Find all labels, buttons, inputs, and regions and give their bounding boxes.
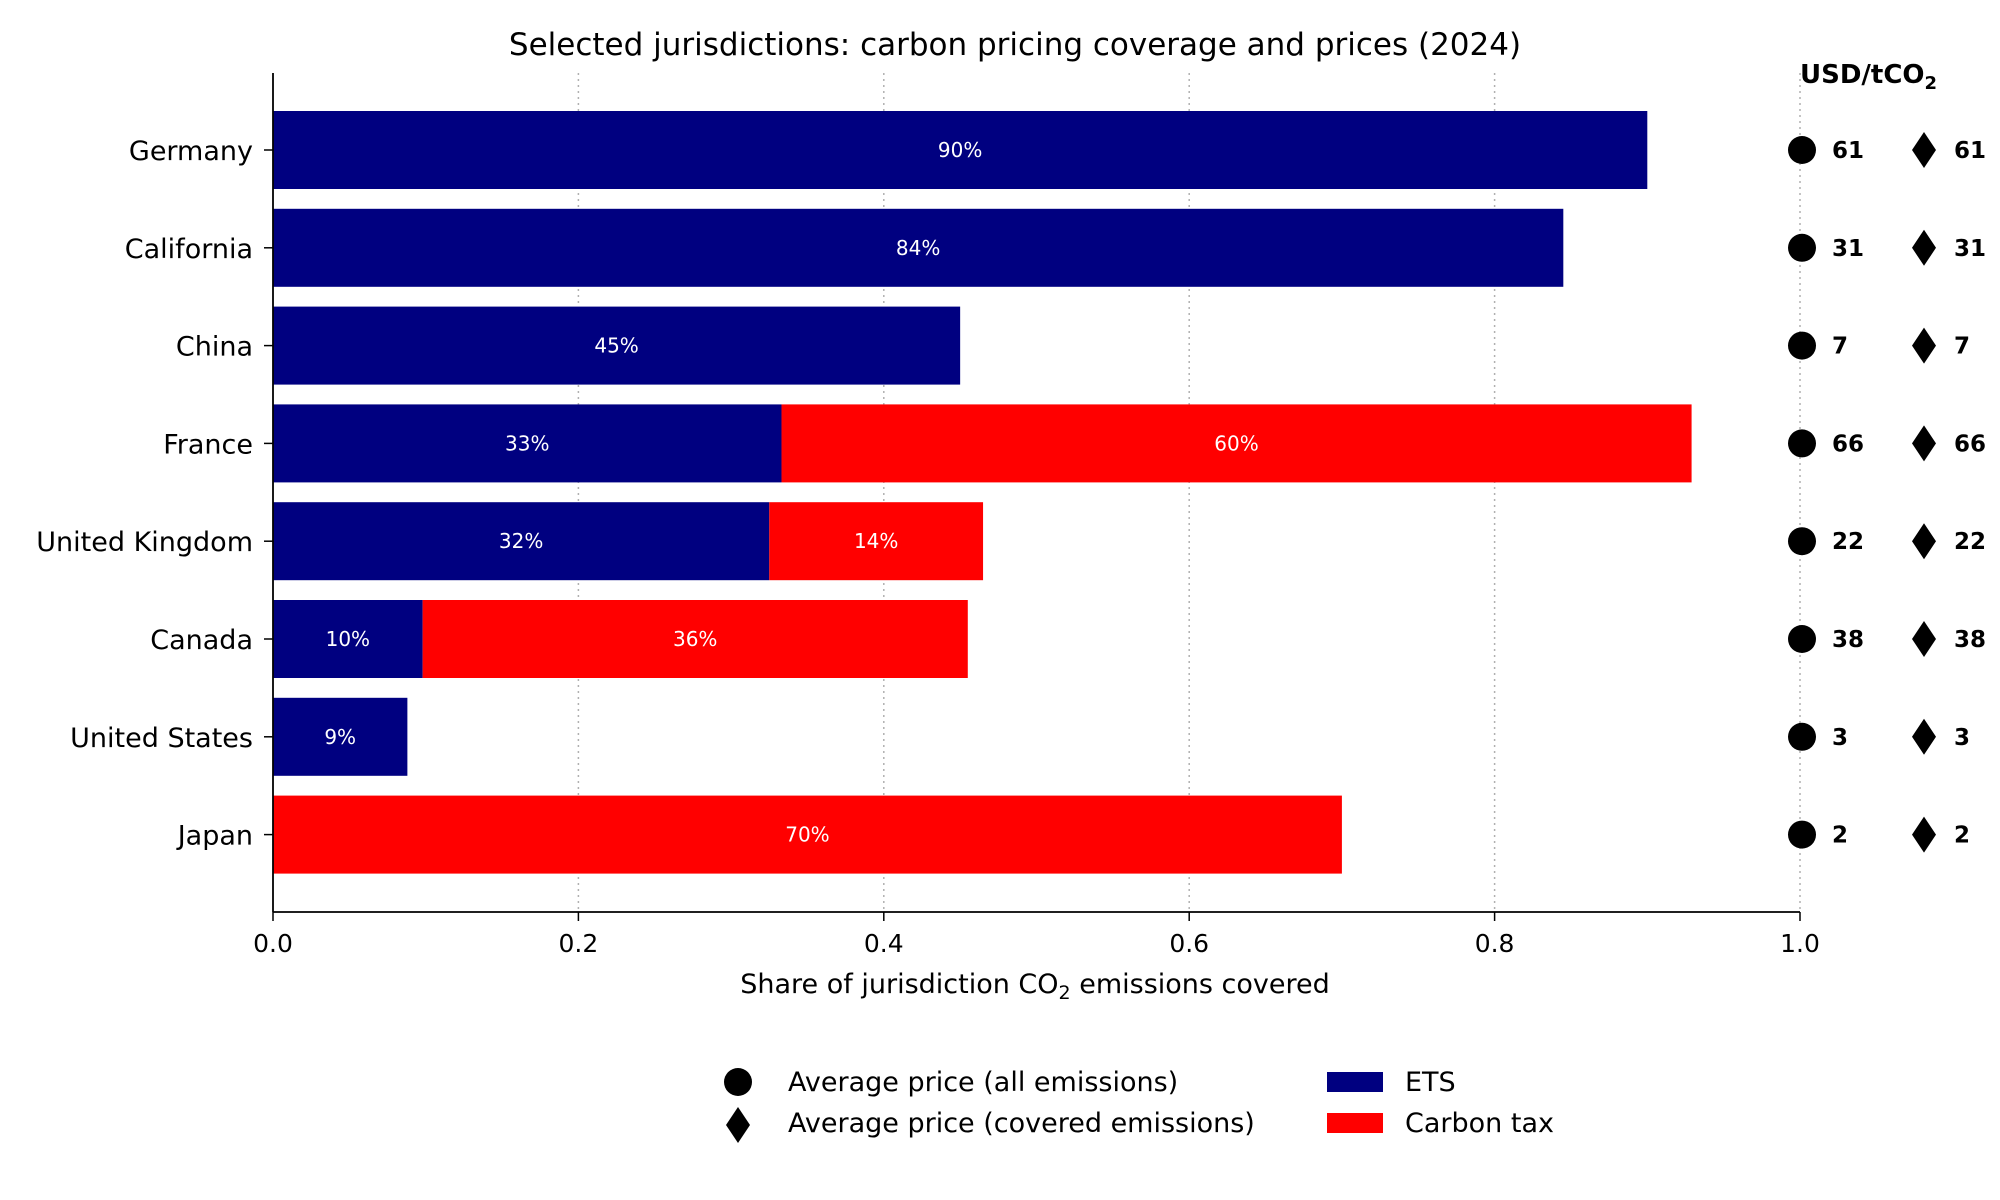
y-tick-label: United States [70, 723, 253, 754]
legend-label-ets: ETS [1405, 1067, 1456, 1098]
price-all-value: 61 [1832, 138, 1864, 164]
legend: Average price (all emissions) Average pr… [724, 1067, 1554, 1143]
bar-ets [273, 306, 961, 385]
bar-value-label: 10% [326, 627, 370, 651]
bar-value-labels: 90% 84% 45% 33% 60% 32% 14% 10% 36% 9% 70% [324, 138, 1258, 847]
price-covered-marker [1912, 425, 1936, 462]
bar-carbon-tax [422, 600, 968, 678]
bar-value-label: 32% [499, 529, 543, 553]
bar-carbon-tax [273, 795, 1342, 874]
bar-value-label: 14% [854, 529, 898, 553]
y-tick-label: China [176, 332, 253, 363]
axes [272, 73, 1800, 913]
legend-diamond-marker [726, 1107, 750, 1143]
price-covered-marker [1912, 816, 1936, 853]
bar-group [273, 111, 1692, 874]
y-tick-label: Canada [150, 625, 253, 656]
legend-tax-swatch [1327, 1113, 1383, 1133]
bar-carbon-tax [781, 404, 1692, 483]
price-covered-value: 7 [1954, 334, 1970, 360]
price-covered-marker [1912, 621, 1936, 657]
price-all-value: 31 [1832, 236, 1864, 262]
y-tick-label: Germany [129, 136, 253, 167]
bar-value-label: 36% [673, 627, 717, 651]
price-covered-marker [1912, 523, 1936, 560]
price-all-marker [1788, 722, 1816, 751]
x-tick-label: 0.0 [253, 929, 293, 958]
bar-ets [273, 600, 423, 678]
bar-ets [273, 502, 770, 581]
price-covered-marker [1912, 327, 1936, 364]
price-all-value: 3 [1832, 725, 1848, 751]
price-all-value: 66 [1832, 431, 1864, 457]
bar-value-label: 84% [896, 236, 940, 260]
price-unit-header: USD/tCO2 [1800, 60, 1937, 94]
bar-value-label: 45% [594, 334, 638, 358]
bar-ets [273, 111, 1648, 189]
price-all-marker [1788, 331, 1816, 360]
y-tick-label: Japan [176, 821, 253, 852]
price-covered-value: 66 [1954, 431, 1986, 457]
legend-label-average-all: Average price (all emissions) [788, 1067, 1178, 1098]
y-axis-labels: Germany California China France United Kingd… [36, 136, 273, 852]
price-all-value: 22 [1832, 529, 1864, 555]
price-all-marker [1788, 527, 1816, 556]
price-covered-value: 61 [1954, 138, 1986, 164]
price-covered-value: 22 [1954, 529, 1986, 555]
bar-ets [273, 697, 408, 776]
x-tick-label: 0.2 [559, 929, 599, 958]
price-covered-value: 3 [1954, 725, 1970, 751]
legend-label-carbon-tax: Carbon tax [1405, 1108, 1554, 1139]
y-tick-label: California [125, 234, 253, 265]
price-covered-marker [1912, 229, 1936, 266]
bar-value-label: 33% [505, 431, 549, 455]
price-all-marker [1788, 625, 1816, 653]
x-axis-label: Share of jurisdiction CO2 emissions cove… [740, 969, 1330, 1004]
legend-circle-marker [724, 1068, 752, 1096]
x-gridlines [577, 73, 1801, 912]
bar-value-label: 60% [1214, 431, 1258, 455]
price-covered-value: 2 [1954, 823, 1970, 849]
x-tick-label: 1.0 [1780, 929, 1820, 958]
legend-ets-swatch [1327, 1072, 1383, 1092]
chart-title: Selected jurisdictions: carbon pricing c… [509, 27, 1521, 63]
x-tick-label: 0.4 [864, 929, 904, 958]
price-covered-value: 38 [1954, 627, 1986, 653]
price-all-marker [1788, 233, 1816, 262]
bar-value-label: 90% [938, 138, 982, 162]
price-covered-marker [1912, 718, 1936, 755]
price-all-value: 7 [1832, 334, 1848, 360]
x-tick-label: 0.6 [1169, 929, 1209, 958]
y-tick-label: United Kingdom [36, 527, 253, 558]
price-all-marker [1788, 429, 1816, 458]
bar-value-label: 70% [785, 823, 829, 847]
bar-ets [273, 404, 782, 483]
bar-value-label: 9% [324, 725, 356, 749]
price-all-marker [1788, 820, 1816, 849]
x-axis-ticks: 0.0 0.2 0.4 0.6 0.8 1.0 [253, 912, 1820, 958]
x-tick-label: 0.8 [1475, 929, 1515, 958]
price-covered-value: 31 [1954, 236, 1986, 262]
y-tick-label: France [163, 429, 253, 460]
bar-carbon-tax [769, 502, 984, 581]
price-all-marker [1788, 136, 1816, 164]
price-covered-marker [1912, 132, 1936, 168]
price-all-value: 2 [1832, 823, 1848, 849]
bar-ets [273, 208, 1564, 287]
price-all-value: 38 [1832, 627, 1864, 653]
legend-label-average-covered: Average price (covered emissions) [788, 1108, 1255, 1139]
